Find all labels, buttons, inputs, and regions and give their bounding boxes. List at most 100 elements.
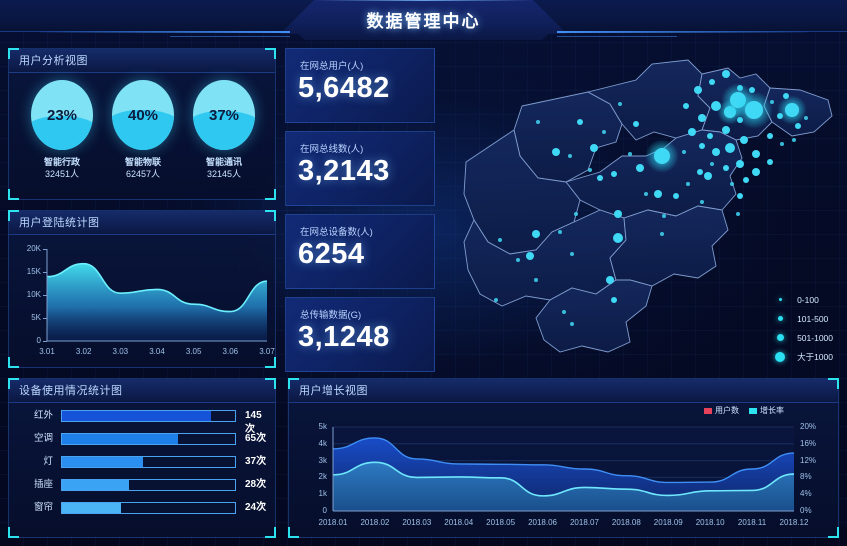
- x-tick: 3.05: [185, 347, 202, 356]
- x-tick: 3.02: [75, 347, 92, 356]
- legend-label: 501-1000: [797, 332, 833, 343]
- gauge-circle: 37%: [193, 80, 255, 150]
- legend-label-users: 用户数: [715, 406, 739, 415]
- legend-label-growth: 增长率: [760, 406, 784, 415]
- bar-value-label: 145次: [245, 410, 262, 435]
- y-tick: 15K: [26, 267, 41, 276]
- corner-top-right: [828, 378, 839, 389]
- corner-top-right: [265, 378, 276, 389]
- bar-value-label: 37次: [245, 456, 267, 467]
- kpi-card-2[interactable]: 在网总线数(人) 3,2143: [285, 131, 435, 206]
- growth-area-chart: 0 1k 2k 3k 4k 5k 0% 4% 8% 12% 16% 20% 2018.01 2018.02…: [289, 405, 838, 537]
- bar-fill: [62, 480, 130, 490]
- bar-track: [61, 479, 236, 491]
- device-bar-row: 窗帘 24次: [17, 501, 267, 515]
- kpi-card-3[interactable]: 在网总设备数(人) 6254: [285, 214, 435, 289]
- y-tick-left: 3k: [318, 455, 327, 465]
- bar-category-label: 灯: [43, 456, 53, 467]
- legend-dot-icon: [773, 334, 787, 341]
- map-legend-item-2: 101-500: [773, 309, 833, 328]
- gauge-count: 32451人: [44, 169, 80, 179]
- corner-top-right: [265, 210, 276, 221]
- gauge-liquid-fill: [31, 116, 93, 150]
- kpi-card-1[interactable]: 在网总用户(人) 5,6482: [285, 48, 435, 123]
- bar-fill: [62, 457, 144, 467]
- x-tick: 2018.03: [402, 518, 432, 527]
- x-tick: 2018.06: [528, 518, 557, 527]
- bar-value-label: 65次: [245, 433, 267, 444]
- bar-track: [61, 410, 236, 422]
- kpi-label: 在网总线数(人): [300, 144, 364, 155]
- login-chart-svg: [46, 249, 268, 342]
- map-legend: 0-100 101-500 501-1000 大于1000: [773, 290, 833, 366]
- gauge-name: 智能通讯: [205, 157, 242, 167]
- corner-top-left: [8, 378, 19, 389]
- map-dots: [494, 70, 808, 326]
- gauge-percent: 40%: [127, 106, 159, 124]
- gauge-percent: 23%: [46, 106, 78, 124]
- gauge-1: 23% 智能行政 32451人: [31, 80, 93, 180]
- device-bar-row: 红外 145次: [17, 409, 267, 435]
- bar-fill: [62, 411, 211, 421]
- distribution-map[interactable]: 0-100 101-500 501-1000 大于1000: [440, 44, 847, 374]
- legend-dot-icon: [773, 351, 787, 362]
- x-tick: 2018.05: [486, 518, 516, 527]
- bar-category-label: 插座: [33, 479, 53, 490]
- y-tick-left: 2k: [318, 472, 327, 482]
- panel-title-user-growth: 用户增长视图: [289, 379, 838, 403]
- kpi-value: 6254: [298, 238, 365, 270]
- gauge-liquid-fill: [193, 111, 255, 150]
- gauge-2: 40% 智能物联 62457人: [112, 80, 174, 180]
- corner-bottom-right: [265, 189, 276, 200]
- bar-value-label: 28次: [245, 479, 267, 490]
- corner-top-left: [288, 378, 299, 389]
- x-tick: 2018.08: [611, 518, 641, 527]
- gauge-liquid-fill: [112, 110, 174, 150]
- gauge-caption: 智能行政 32451人: [31, 156, 93, 180]
- page-title: 数据管理中心: [366, 12, 481, 31]
- corner-bottom-left: [8, 527, 19, 538]
- legend-swatch-growth: [749, 407, 757, 414]
- x-tick: 3.03: [112, 347, 129, 356]
- y-tick-right: 4%: [800, 489, 812, 499]
- kpi-card-4[interactable]: 总传输数据(G) 3,1248: [285, 297, 435, 372]
- y-tick-left: 5k: [318, 422, 327, 431]
- corner-bottom-right: [265, 527, 276, 538]
- kpi-value: 3,2143: [298, 155, 390, 187]
- panel-user-growth: 用户增长视图 0 1k 2k 3k 4k 5k 0% 4% 8% 12% 16% 20% 2018.01…: [288, 378, 839, 538]
- gauge-3: 37% 智能通讯 32145人: [193, 80, 255, 180]
- map-svg: [463, 59, 833, 353]
- corner-top-left: [8, 210, 19, 221]
- gauge-caption: 智能物联 62457人: [112, 156, 174, 180]
- bar-category-label: 窗帘: [33, 502, 53, 513]
- growth-legend[interactable]: 用户数 增长率: [704, 405, 784, 416]
- panel-title-device-usage: 设备使用情况统计图: [9, 379, 275, 403]
- login-area-chart: 0 5K 10K 15K 20K 3.01 3.02 3.03 3.04 3.05 3.06 3.07: [9, 237, 275, 367]
- gauge-count: 62457人: [125, 169, 161, 179]
- panel-title-user-analysis: 用户分析视图: [9, 49, 275, 73]
- y-tick: 10K: [26, 290, 41, 299]
- legend-swatch-users: [704, 407, 712, 414]
- corner-top-right: [265, 48, 276, 59]
- kpi-value: 5,6482: [298, 72, 390, 104]
- x-tick: 2018.07: [569, 518, 599, 527]
- x-tick: 2018.11: [737, 518, 767, 527]
- x-tick: 2018.10: [695, 518, 725, 527]
- y-tick-right: 0%: [800, 506, 812, 515]
- device-bar-chart: 红外 145次 空调 65次灯 37次插座 28次窗帘 24次: [9, 409, 275, 535]
- dashboard-header: 数据管理中心: [0, 0, 847, 40]
- kpi-label: 在网总设备数(人): [300, 227, 373, 238]
- gauge-group: 23% 智能行政 32451人 40% 智能物联 62457人 37% 智能通讯 32145人: [9, 75, 275, 220]
- map-legend-item-3: 501-1000: [773, 328, 833, 347]
- map-regions: [463, 59, 833, 353]
- x-tick: 2018.02: [360, 518, 390, 527]
- legend-label: 101-500: [797, 313, 829, 324]
- y-tick-left: 4k: [318, 438, 327, 448]
- x-tick: 2018.09: [653, 518, 683, 527]
- y-tick-right: 20%: [800, 422, 817, 431]
- legend-label: 0-100: [797, 294, 819, 305]
- gauge-name: 智能物联: [124, 157, 161, 167]
- bar-category-label: 空调: [33, 433, 53, 444]
- map-legend-item-1: 0-100: [773, 290, 833, 309]
- header-center-plate: [280, 0, 567, 40]
